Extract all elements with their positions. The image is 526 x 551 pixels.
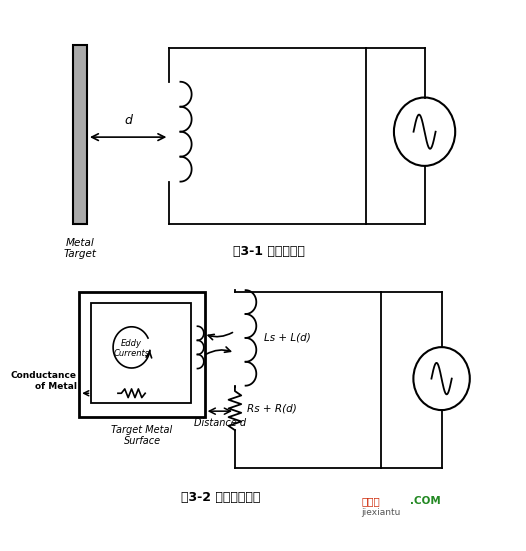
Bar bbox=[79, 292, 205, 417]
Text: Ls + L(d): Ls + L(d) bbox=[264, 333, 310, 343]
Text: .COM: .COM bbox=[410, 496, 441, 506]
FancyArrowPatch shape bbox=[208, 332, 232, 339]
Text: 图3-1 电感感应图: 图3-1 电感感应图 bbox=[233, 245, 305, 257]
Text: Metal
Target: Metal Target bbox=[64, 237, 97, 259]
Text: Rs + R(d): Rs + R(d) bbox=[247, 403, 297, 413]
Text: Distance d: Distance d bbox=[194, 418, 246, 428]
Text: d: d bbox=[124, 115, 132, 127]
Text: Conductance
of Metal: Conductance of Metal bbox=[11, 371, 77, 391]
Bar bbox=[74, 45, 87, 224]
Bar bbox=[92, 302, 191, 403]
Text: jiexiantu: jiexiantu bbox=[361, 508, 401, 517]
Text: 图3-2 互感的感应图: 图3-2 互感的感应图 bbox=[180, 491, 260, 505]
Text: Eddy
Currents: Eddy Currents bbox=[114, 339, 149, 358]
FancyArrowPatch shape bbox=[206, 347, 230, 354]
Text: 接线图: 接线图 bbox=[361, 496, 380, 506]
Text: Target Metal
Surface: Target Metal Surface bbox=[112, 425, 173, 446]
